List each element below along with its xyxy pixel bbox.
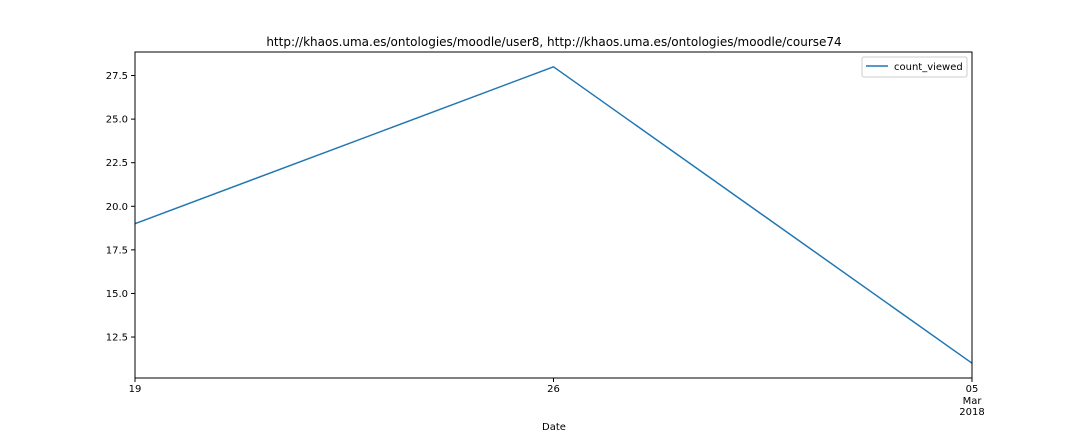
x-tick-label: 19 — [129, 384, 142, 395]
x-tick-sublabel: 2018 — [959, 407, 984, 418]
legend-box — [861, 56, 968, 78]
y-tick-label: 22.5 — [106, 158, 128, 169]
y-tick-label: 20.0 — [106, 202, 128, 213]
x-tick-sublabel: Mar — [963, 396, 983, 407]
legend: count_viewed — [861, 56, 968, 78]
y-tick-label: 25.0 — [106, 115, 128, 126]
y-tick-label: 17.5 — [106, 245, 128, 256]
plot-frame — [134, 51, 973, 379]
x-tick-label: 26 — [547, 384, 560, 395]
y-tick-label: 15.0 — [106, 289, 128, 300]
series-line-count_viewed — [134, 66, 973, 364]
chart-title: http://khaos.uma.es/ontologies/moodle/us… — [266, 35, 841, 49]
x-tick-label: 05 — [966, 384, 979, 395]
y-tick-label: 27.5 — [106, 71, 128, 82]
legend-label-count_viewed: count_viewed — [894, 62, 963, 73]
x-axis-label: Date — [542, 422, 566, 432]
y-tick-label: 12.5 — [106, 333, 128, 344]
